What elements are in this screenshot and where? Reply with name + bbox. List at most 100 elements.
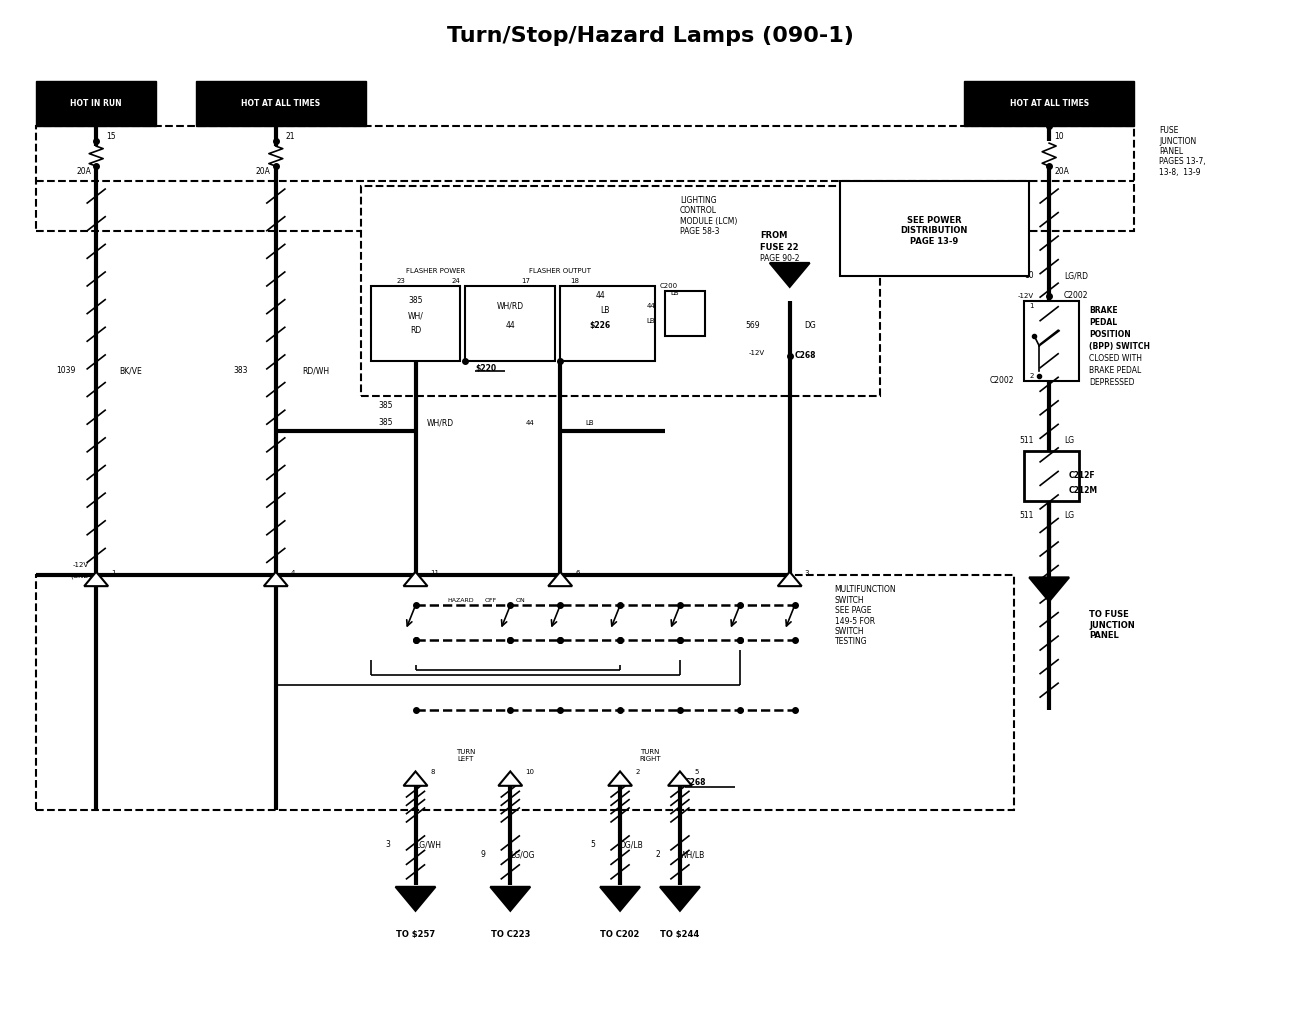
Text: 5: 5 — [696, 769, 699, 775]
Text: LG/WH: LG/WH — [416, 840, 442, 849]
Text: 10: 10 — [1024, 271, 1035, 280]
Text: -12V: -12V — [749, 350, 764, 356]
Bar — [36, 575, 1014, 810]
Polygon shape — [608, 771, 632, 786]
Text: 511: 511 — [1019, 511, 1035, 520]
Text: 44: 44 — [646, 303, 655, 308]
Polygon shape — [770, 263, 810, 287]
Text: FROM: FROM — [759, 232, 786, 241]
Text: SEE POWER
DISTRIBUTION
PAGE 13-9: SEE POWER DISTRIBUTION PAGE 13-9 — [901, 216, 968, 246]
Polygon shape — [777, 572, 802, 586]
Bar — [666, 291, 705, 336]
Text: 1039: 1039 — [57, 366, 75, 375]
Text: WH/RD: WH/RD — [426, 419, 454, 427]
Text: TO $257: TO $257 — [396, 930, 436, 939]
Text: $226: $226 — [589, 321, 611, 331]
Polygon shape — [264, 572, 287, 586]
Text: C200: C200 — [660, 283, 679, 289]
Polygon shape — [403, 771, 428, 786]
Polygon shape — [660, 887, 699, 911]
Text: C268: C268 — [794, 351, 816, 360]
Text: 15: 15 — [107, 131, 116, 141]
Text: 18: 18 — [571, 278, 580, 284]
Text: 44: 44 — [595, 291, 604, 300]
Text: -12V: -12V — [73, 562, 90, 568]
Text: 511: 511 — [1019, 436, 1035, 445]
Polygon shape — [84, 572, 108, 586]
Text: 6: 6 — [575, 570, 580, 576]
Text: BRAKE: BRAKE — [1089, 306, 1118, 315]
Text: TURN
RIGHT: TURN RIGHT — [640, 748, 660, 761]
Text: C212M: C212M — [1069, 486, 1098, 495]
Text: FLASHER OUTPUT: FLASHER OUTPUT — [529, 268, 592, 274]
Text: BRAKE PEDAL: BRAKE PEDAL — [1089, 366, 1141, 375]
Text: E: E — [507, 894, 514, 904]
Text: TURN
LEFT: TURN LEFT — [456, 748, 474, 761]
Text: 20A: 20A — [256, 167, 270, 176]
Text: 3: 3 — [386, 840, 390, 849]
Text: HAZARD: HAZARD — [447, 598, 473, 603]
Text: 17: 17 — [521, 278, 530, 284]
Bar — [840, 181, 1030, 276]
Bar — [465, 286, 555, 361]
Text: F: F — [616, 894, 624, 904]
Text: CLOSED WITH: CLOSED WITH — [1089, 354, 1143, 363]
Text: C268: C268 — [685, 777, 706, 787]
Text: OG/LB: OG/LB — [620, 840, 644, 849]
Text: 385: 385 — [408, 296, 422, 305]
Text: 3: 3 — [805, 570, 809, 576]
Text: LIGHTING
CONTROL
MODULE (LCM)
PAGE 58-3: LIGHTING CONTROL MODULE (LCM) PAGE 58-3 — [680, 196, 737, 237]
Text: TO FUSE
JUNCTION
PANEL: TO FUSE JUNCTION PANEL — [1089, 611, 1135, 640]
Text: 9: 9 — [481, 850, 485, 859]
Text: 385: 385 — [378, 419, 393, 427]
Text: LG/RD: LG/RD — [1065, 271, 1088, 280]
Text: 569: 569 — [745, 321, 759, 331]
Text: RD: RD — [410, 327, 421, 336]
Text: 383: 383 — [234, 366, 248, 375]
Polygon shape — [601, 887, 640, 911]
Text: 11: 11 — [430, 570, 439, 576]
Text: HOT IN RUN: HOT IN RUN — [70, 99, 122, 108]
Text: 10: 10 — [525, 769, 534, 775]
Text: LG: LG — [1065, 511, 1074, 520]
Text: C2002: C2002 — [1065, 291, 1088, 300]
Text: -12V: -12V — [1018, 293, 1035, 299]
Text: LG/OG: LG/OG — [511, 850, 534, 859]
Text: 1: 1 — [1030, 303, 1034, 308]
Text: A: A — [1045, 584, 1053, 594]
Text: 2: 2 — [655, 850, 660, 859]
Bar — [1024, 301, 1079, 381]
Text: 44: 44 — [506, 321, 515, 331]
Bar — [1024, 451, 1079, 500]
Text: D: D — [676, 894, 684, 904]
Text: 2: 2 — [1030, 373, 1034, 379]
Bar — [965, 81, 1134, 126]
Text: PAGE 90-2: PAGE 90-2 — [759, 255, 800, 264]
Polygon shape — [403, 572, 428, 586]
Text: TO C223: TO C223 — [490, 930, 530, 939]
Text: LG: LG — [1065, 436, 1074, 445]
Polygon shape — [1030, 577, 1069, 602]
Text: LB: LB — [646, 317, 655, 324]
Text: PEDAL: PEDAL — [1089, 318, 1117, 328]
Polygon shape — [498, 771, 523, 786]
Polygon shape — [668, 771, 692, 786]
Bar — [196, 81, 365, 126]
Text: 1: 1 — [112, 570, 116, 576]
Text: C212F: C212F — [1069, 471, 1096, 480]
Text: LB: LB — [586, 420, 594, 426]
Text: 21: 21 — [286, 131, 295, 141]
Text: TO C202: TO C202 — [601, 930, 640, 939]
Text: 2: 2 — [634, 769, 640, 775]
Text: 8: 8 — [430, 769, 436, 775]
Text: 20A: 20A — [77, 167, 91, 176]
Text: 44: 44 — [526, 420, 534, 426]
Bar — [370, 286, 460, 361]
Polygon shape — [490, 887, 530, 911]
Bar — [560, 286, 655, 361]
Text: 5: 5 — [590, 840, 595, 849]
Text: 10: 10 — [1054, 131, 1063, 141]
Text: POSITION: POSITION — [1089, 331, 1131, 340]
Bar — [360, 186, 880, 395]
Text: 20A: 20A — [1054, 167, 1069, 176]
